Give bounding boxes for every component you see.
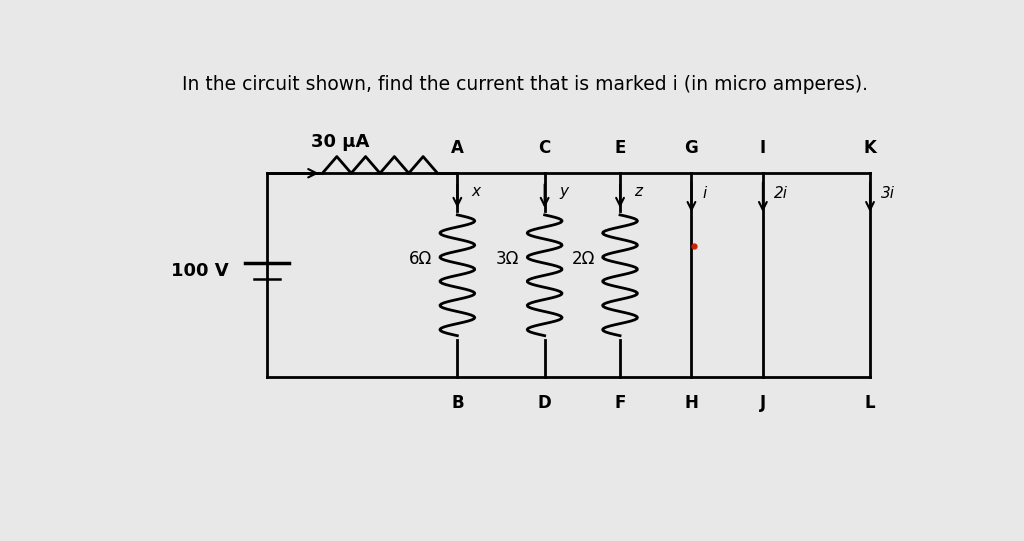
Text: A: A	[451, 138, 464, 156]
Text: J: J	[760, 394, 766, 412]
Text: I: I	[760, 138, 766, 156]
Text: D: D	[538, 394, 552, 412]
Text: i: i	[702, 186, 707, 201]
Text: y: y	[559, 184, 568, 200]
Text: H: H	[684, 394, 698, 412]
Text: L: L	[864, 394, 876, 412]
Text: 30 μA: 30 μA	[310, 133, 369, 151]
Text: In the circuit shown, find the current that is marked i (in micro amperes).: In the circuit shown, find the current t…	[182, 75, 867, 94]
Text: E: E	[614, 138, 626, 156]
Text: 6Ω: 6Ω	[409, 249, 432, 268]
Text: K: K	[863, 138, 877, 156]
Text: 3i: 3i	[881, 186, 895, 201]
Text: 100 V: 100 V	[171, 262, 228, 280]
Text: F: F	[614, 394, 626, 412]
Text: B: B	[451, 394, 464, 412]
Text: 2Ω: 2Ω	[571, 249, 595, 268]
Text: x: x	[472, 184, 480, 200]
Text: G: G	[685, 138, 698, 156]
Text: 3Ω: 3Ω	[496, 249, 519, 268]
Text: z: z	[634, 184, 642, 200]
Text: 2i: 2i	[774, 186, 788, 201]
Text: C: C	[539, 138, 551, 156]
